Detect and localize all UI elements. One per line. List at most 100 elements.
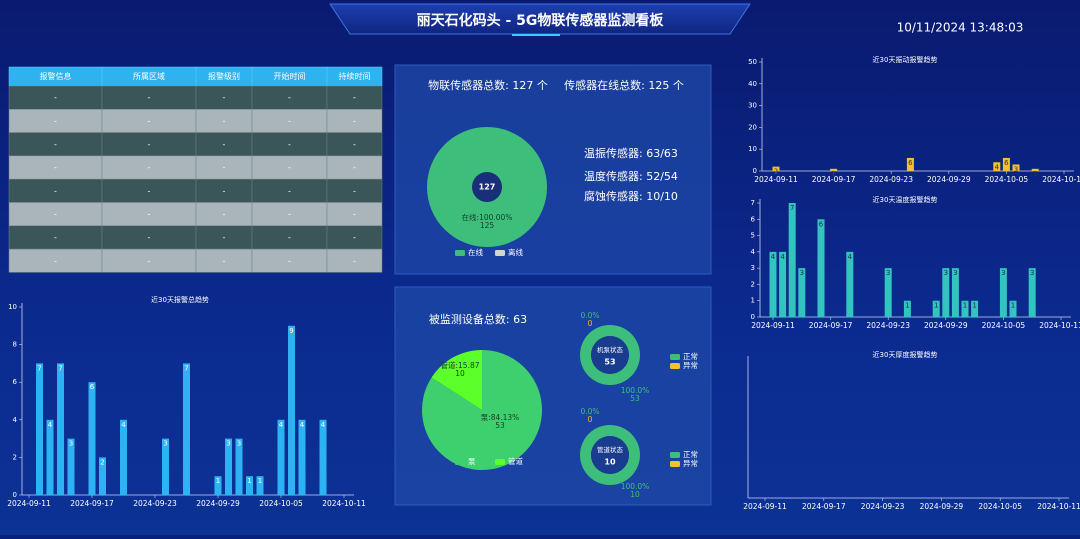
bar xyxy=(298,419,306,495)
sensor-stat: 温度传感器: 52/54 xyxy=(584,169,678,183)
bar-value-label: 1 xyxy=(247,477,251,485)
bar-value-label: 3 xyxy=(163,440,167,448)
table-cell-text: - xyxy=(223,140,226,149)
x-tick-label: 2024-10-05 xyxy=(985,175,1029,184)
bar-value-label: 7 xyxy=(184,364,188,372)
x-tick-label: 2024-09-23 xyxy=(861,502,905,511)
y-tick-label: 1 xyxy=(751,297,755,305)
table-cell-text: - xyxy=(288,116,291,125)
slice-label: 0.0% xyxy=(580,311,599,320)
table-cell-text: - xyxy=(54,186,57,195)
bar xyxy=(36,363,43,495)
y-tick-label: 7 xyxy=(751,199,755,207)
bar-value-label: 3 xyxy=(69,440,73,448)
y-tick-label: 0 xyxy=(751,313,755,321)
legend-label: 异常 xyxy=(683,459,698,468)
table-cell-text: - xyxy=(54,210,57,219)
bar-value-label: 7 xyxy=(58,364,62,372)
bar xyxy=(235,438,243,495)
y-tick-label: 4 xyxy=(13,416,18,424)
y-tick-label: 4 xyxy=(751,248,756,256)
bar-value-label: 1 xyxy=(934,302,938,310)
bar-value-label: 3 xyxy=(886,269,890,277)
bar-value-label: 6 xyxy=(90,383,95,391)
table-cell-text: - xyxy=(148,116,151,125)
table-cell-text: - xyxy=(353,256,356,265)
bar-value-label: 1 xyxy=(258,477,262,485)
table-cell-text: - xyxy=(54,140,57,149)
legend-swatch xyxy=(670,354,680,360)
bar-value-label: 4 xyxy=(279,421,284,429)
bar-value-label: 3 xyxy=(944,269,948,277)
bar xyxy=(1009,300,1017,317)
table-cell xyxy=(326,248,383,273)
slice-label: 泵:84.13% xyxy=(481,413,520,422)
bar xyxy=(817,219,825,317)
x-tick-label: 2024-10-05 xyxy=(982,321,1026,330)
table-cell-text: - xyxy=(54,93,57,102)
bar xyxy=(951,268,959,317)
x-tick-label: 2024-09-11 xyxy=(751,321,795,330)
x-tick-label: 2024-10-05 xyxy=(259,499,303,508)
bar xyxy=(993,162,1001,171)
x-tick-label: 2024-09-11 xyxy=(7,499,51,508)
center-title: 管道状态 xyxy=(597,445,624,454)
y-tick-label: 2 xyxy=(13,453,17,461)
table-cell-text: - xyxy=(54,163,57,172)
y-tick-label: 8 xyxy=(13,341,17,349)
y-tick-label: 10 xyxy=(748,145,757,153)
donut-center xyxy=(591,336,629,374)
center-value: 53 xyxy=(604,358,615,367)
slice-value: 53 xyxy=(630,394,640,403)
legend-swatch xyxy=(495,459,505,465)
table-cell-text: - xyxy=(353,93,356,102)
y-tick-label: 5 xyxy=(751,232,755,240)
bar xyxy=(999,268,1007,317)
bar xyxy=(277,419,285,495)
sensor-stat: 温振传感器: 63/63 xyxy=(584,146,678,160)
bar xyxy=(99,457,106,495)
bar xyxy=(798,268,806,317)
table-cell-text: - xyxy=(54,233,57,242)
table-cell-text: - xyxy=(288,186,291,195)
bar-value-label: 4 xyxy=(848,253,853,261)
table-cell-text: - xyxy=(288,233,291,242)
bar-value-label: 3 xyxy=(1001,269,1005,277)
bar xyxy=(120,419,127,495)
x-tick-label: 2024-09-29 xyxy=(924,321,968,330)
legend-label: 泵 xyxy=(468,457,476,466)
legend-swatch xyxy=(455,459,465,465)
table-cell-text: - xyxy=(223,93,226,102)
bar-value-label: 4 xyxy=(48,421,53,429)
bar xyxy=(769,251,777,317)
bar-value-label: 4 xyxy=(300,421,305,429)
table-cell-text: - xyxy=(353,186,356,195)
bar xyxy=(246,476,253,495)
device-total: 被监测设备总数: 63 xyxy=(429,312,527,326)
y-tick-label: 40 xyxy=(748,80,757,88)
table-cell-text: - xyxy=(148,256,151,265)
bar-value-label: 3 xyxy=(953,269,957,277)
y-tick-label: 30 xyxy=(748,102,757,110)
bar xyxy=(942,268,950,317)
y-tick-label: 10 xyxy=(8,303,17,311)
slice-label: 0.0% xyxy=(580,407,599,416)
x-tick-label: 2024-10-11 xyxy=(1039,321,1080,330)
table-cell-text: - xyxy=(54,256,57,265)
bar-value-label: 3 xyxy=(226,440,230,448)
legend-swatch xyxy=(670,461,680,467)
bar-value-label: 7 xyxy=(790,204,794,212)
x-tick-label: 2024-09-23 xyxy=(133,499,177,508)
legend-swatch xyxy=(670,452,680,458)
bar-value-label: 4 xyxy=(780,253,785,261)
bar xyxy=(67,438,75,495)
y-tick-label: 20 xyxy=(748,123,757,131)
bar-value-label: 2 xyxy=(774,168,778,176)
table-cell-text: - xyxy=(353,233,356,242)
bar xyxy=(932,300,940,317)
table-header-text: 报警信息 xyxy=(40,71,72,81)
bar-value-label: 1 xyxy=(1033,170,1037,178)
y-tick-label: 3 xyxy=(751,264,755,272)
chart-title: 近30天振动报警趋势 xyxy=(873,55,938,64)
bar xyxy=(256,476,264,495)
